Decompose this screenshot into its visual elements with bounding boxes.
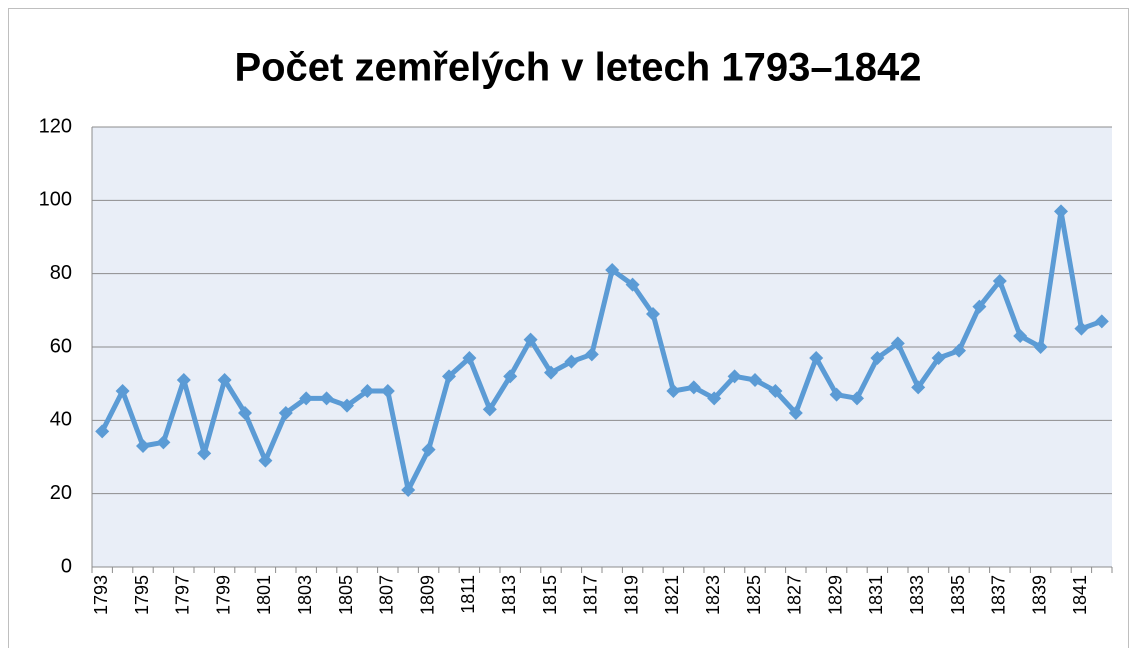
x-tick-label: 1835 [948,575,968,615]
data-marker [462,351,477,365]
x-tick-label: 1817 [581,575,601,615]
x-tick-label: 1825 [744,575,764,615]
data-marker [788,406,803,420]
y-tick-label: 0 [61,555,72,577]
x-tick-label: 1799 [213,575,233,615]
x-tick-label: 1819 [621,575,641,615]
x-tick-label: 1821 [662,575,682,615]
x-tick-label: 1827 [785,575,805,615]
data-marker [217,373,232,387]
x-tick-label: 1807 [377,575,397,615]
data-marker [584,347,599,362]
x-tick-label: 1811 [458,575,478,614]
data-marker [890,336,905,351]
data-marker [1033,340,1048,354]
data-marker [870,351,885,365]
data-marker [299,391,314,406]
x-tick-label: 1815 [540,575,560,615]
data-marker [727,369,742,384]
data-marker [258,453,273,468]
data-marker [625,277,640,292]
data-marker [992,274,1007,288]
data-marker [931,351,946,365]
data-marker [136,439,150,453]
data-marker [544,365,558,380]
x-tick-label: 1829 [825,575,845,615]
data-marker [442,369,456,384]
data-marker [646,307,660,321]
data-marker [401,483,416,497]
data-marker [1094,314,1109,329]
data-marker [197,446,212,461]
data-marker [748,373,762,387]
data-line [99,208,1103,493]
data-marker [1013,329,1028,343]
y-tick-label: 40 [50,409,72,431]
x-tick-label: 1833 [907,575,927,615]
data-marker [503,369,518,384]
data-marker [421,442,436,457]
x-tick-label: 1797 [173,575,193,615]
data-marker [95,424,110,439]
data-marker [1054,204,1068,219]
x-tick-label: 1805 [336,575,356,615]
y-tick-label: 120 [39,115,72,137]
data-marker [340,398,354,413]
data-marker [666,384,681,398]
chart-title: Počet zemřelých v letech 1793–1842 [234,46,921,90]
data-marker [176,373,191,387]
x-tick-label: 1831 [866,575,886,615]
data-marker [482,402,497,417]
data-marker [972,299,987,314]
data-marker [768,384,783,398]
x-tick-label: 1839 [1029,575,1049,615]
x-tick-label: 1803 [295,575,315,615]
data-marker [911,380,926,395]
y-tick-label: 60 [50,335,72,357]
data-marker [523,332,538,347]
data-marker [707,391,722,406]
x-tick-label: 1801 [254,575,274,615]
data-marker [809,351,824,365]
data-marker [115,384,130,398]
data-marker [605,263,620,277]
data-marker [278,406,293,420]
x-tick-label: 1793 [91,575,111,615]
x-tick-label: 1813 [499,575,519,615]
y-tick-label: 80 [50,262,72,284]
data-marker [156,435,171,450]
x-tick-label: 1841 [1070,575,1090,615]
data-marker [360,384,375,398]
x-tick-label: 1809 [417,575,437,615]
data-marker [850,391,864,406]
data-marker [564,354,579,369]
data-marker [1074,321,1089,336]
data-marker [829,387,844,402]
y-tick-label: 100 [39,189,72,211]
data-marker [380,384,395,398]
y-tick-label: 20 [50,482,72,504]
x-tick-label: 1795 [132,575,152,615]
data-marker [952,343,966,358]
x-tick-label: 1837 [989,575,1009,615]
data-marker [686,380,701,395]
x-tick-label: 1823 [703,575,723,615]
data-marker [319,391,334,406]
data-marker [238,406,252,420]
